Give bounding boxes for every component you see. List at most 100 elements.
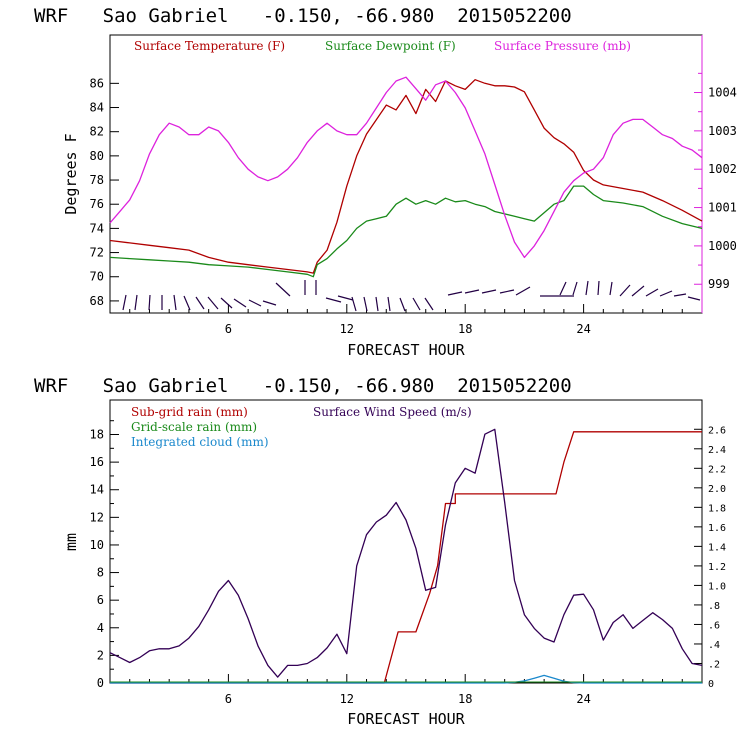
wind-barb (183, 295, 191, 311)
top-legend-temperature: Surface Temperature (F) (134, 39, 285, 53)
y-tick-label: 4 (97, 621, 104, 635)
wind-barb (499, 289, 515, 294)
bottom-y2-ticks: 0 .2 .4 .6 .8 1.0 1.2 1.4 1.6 1.8 2.0 2.2 2.4 2.6 (694, 425, 726, 690)
wind-barb (687, 296, 701, 301)
top-legend-dewpoint: Surface Dewpoint (F) (325, 39, 456, 53)
y2-tick-label: 1.2 (708, 562, 726, 573)
wind-barb (148, 294, 151, 311)
wind-barb (585, 280, 589, 296)
wind-barb (325, 297, 342, 303)
wind-barb (248, 299, 262, 307)
wind-barb (559, 281, 567, 296)
y-tick-label: 10 (90, 538, 104, 552)
wind-barb (631, 285, 645, 297)
bottom-legend-cloud: Integrated cloud (mm) (131, 435, 269, 449)
bottom-y-axis-title: mm (62, 533, 80, 551)
wind-barb (399, 297, 406, 312)
bottom-y-ticks: 0 2 4 6 8 10 12 14 16 18 (90, 420, 119, 690)
bottom-legend-wind: Surface Wind Speed (m/s) (313, 405, 472, 419)
bottom-x-axis-title: FORECAST HOUR (347, 710, 465, 728)
y2-tick-label: 2.0 (708, 484, 726, 495)
y2-tick-label: 2.2 (708, 464, 726, 475)
y2-tick-label: 1.8 (708, 503, 726, 514)
top-x-ticks: 6 12 18 24 (129, 304, 683, 336)
y2-tick-label: 1000 (708, 239, 737, 253)
wind-barb (375, 296, 379, 312)
temperature-line (109, 79, 703, 274)
y-tick-label: 12 (90, 510, 104, 524)
y-tick-label: 2 (97, 648, 104, 662)
y2-tick-label: 2.6 (708, 425, 726, 436)
bottom-legend-subgrid: Sub-grid rain (mm) (131, 405, 248, 419)
wind-barb (195, 296, 205, 310)
y2-tick-label: 999 (708, 277, 730, 291)
wind-barb (337, 295, 354, 301)
y2-tick-label: 0 (708, 679, 714, 690)
x-tick-label: 6 (225, 322, 232, 336)
y-tick-label: 82 (90, 125, 104, 139)
y-tick-label: 0 (97, 676, 104, 690)
y-tick-label: 70 (90, 270, 104, 284)
y-tick-label: 86 (90, 76, 104, 90)
y2-tick-label: 1003 (708, 124, 737, 138)
wind-barb (412, 297, 421, 311)
x-tick-label: 12 (340, 322, 354, 336)
wind-barb (173, 294, 177, 311)
wind-barb (619, 284, 631, 297)
wind-barb (659, 290, 673, 297)
bottom-series-group (109, 428, 703, 684)
pressure-line (109, 76, 703, 259)
x-tick-label: 18 (458, 322, 472, 336)
x-tick-label: 24 (576, 322, 590, 336)
wind-barb (673, 293, 687, 297)
wind-barb (609, 281, 613, 296)
y2-tick-label: 1.6 (708, 523, 726, 534)
y-tick-label: 16 (90, 455, 104, 469)
wind-barb (597, 280, 600, 296)
wind-barb (447, 291, 463, 296)
x-tick-label: 6 (225, 692, 232, 706)
wind-barb (645, 288, 659, 297)
y-tick-label: 78 (90, 173, 104, 187)
y-tick-label: 18 (90, 428, 104, 442)
wind-barb (220, 297, 233, 309)
y2-tick-label: 1001 (708, 201, 737, 215)
wind-barbs (122, 280, 701, 312)
wind-barb (275, 282, 291, 297)
wind-barb (134, 294, 138, 311)
y-tick-label: 14 (90, 483, 104, 497)
y2-tick-label: .6 (708, 620, 720, 631)
wind-barb (481, 289, 497, 294)
top-series-group (109, 76, 703, 278)
wind-barb (572, 281, 578, 296)
y-tick-label: 80 (90, 149, 104, 163)
y2-tick-label: .4 (708, 640, 720, 651)
x-tick-label: 12 (340, 692, 354, 706)
wind-barb (122, 294, 127, 311)
y2-tick-label: .2 (708, 659, 720, 670)
y2-tick-label: 1.0 (708, 581, 726, 592)
y-tick-label: 84 (90, 101, 104, 115)
y-tick-label: 68 (90, 294, 104, 308)
wind-barb (363, 296, 368, 312)
y2-tick-label: 2.4 (708, 445, 726, 456)
y-tick-label: 72 (90, 246, 104, 260)
bottom-chart-title: WRF Sao Gabriel -0.150, -66.980 20150522… (34, 375, 572, 397)
wind-speed-line (109, 428, 703, 678)
top-y-axis-title: Degrees F (62, 133, 80, 214)
top-y2-ticks: 999 1000 1001 1002 1003 1004 (694, 72, 737, 291)
dewpoint-line (109, 185, 703, 278)
integrated-cloud-line (110, 674, 702, 684)
y-tick-label: 8 (97, 566, 104, 580)
y-tick-label: 76 (90, 197, 104, 211)
subgrid-rain-line (110, 431, 702, 684)
wind-barb (387, 296, 391, 312)
wind-barb (464, 289, 480, 294)
y-tick-label: 74 (90, 221, 104, 235)
wind-barb (207, 296, 219, 310)
wind-barb (262, 300, 277, 306)
top-chart-title: WRF Sao Gabriel -0.150, -66.980 20150522… (34, 5, 572, 27)
